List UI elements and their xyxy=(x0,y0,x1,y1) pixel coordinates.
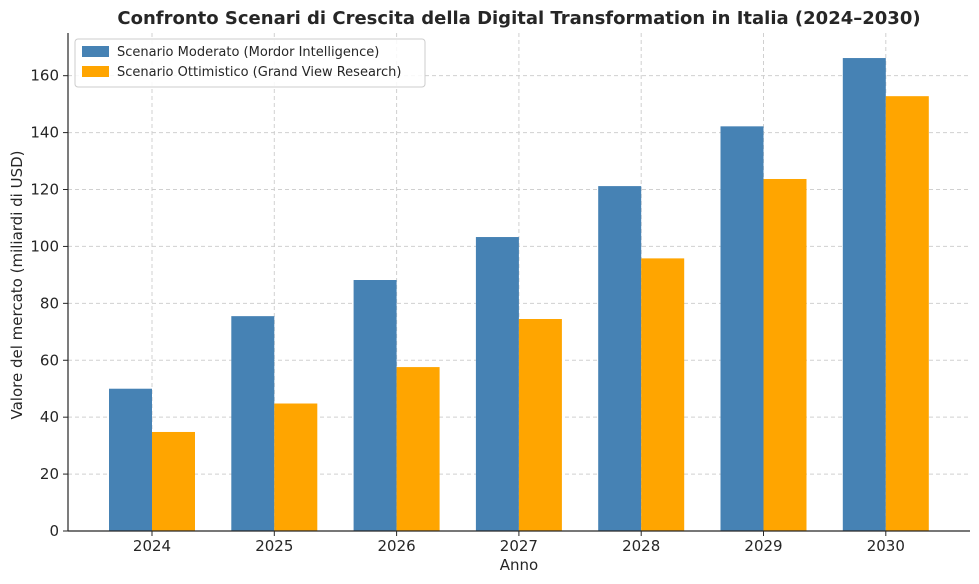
bar-moderato xyxy=(842,58,886,531)
x-tick-label: 2027 xyxy=(500,537,538,555)
x-axis-label: Anno xyxy=(500,556,538,574)
bar-ottimistico xyxy=(152,431,195,531)
y-tick-label: 60 xyxy=(40,351,59,369)
x-tick-label: 2025 xyxy=(255,537,293,555)
y-tick-label: 0 xyxy=(49,522,59,540)
y-tick-label: 80 xyxy=(40,294,59,312)
x-tick-label: 2028 xyxy=(622,537,660,555)
legend-swatch xyxy=(82,46,109,57)
x-tick-label: 2024 xyxy=(133,537,171,555)
x-tick-label: 2030 xyxy=(867,537,905,555)
y-tick-label: 20 xyxy=(40,465,59,483)
legend-swatch xyxy=(82,66,109,77)
bar-ottimistico xyxy=(885,96,929,531)
bar-moderato xyxy=(353,280,397,531)
chart-title: Confronto Scenari di Crescita della Digi… xyxy=(117,8,920,29)
bar-ottimistico xyxy=(518,318,562,531)
bar-moderato xyxy=(475,237,519,531)
bar-ottimistico xyxy=(641,258,685,531)
y-tick-label: 120 xyxy=(30,181,59,199)
bars-layer xyxy=(109,58,929,532)
bar-moderato xyxy=(231,316,275,531)
y-tick-label: 100 xyxy=(30,237,59,255)
y-tick-label: 160 xyxy=(30,67,59,85)
bar-moderato xyxy=(720,126,764,532)
y-axis-label: Valore del mercato (miliardi di USD) xyxy=(8,151,26,420)
bar-moderato xyxy=(598,186,642,531)
y-tick-label: 140 xyxy=(30,124,59,142)
axes-layer: 0 20 40 60 80 100 120 140 160 2024 2025 2026 2027 202… xyxy=(30,33,970,555)
legend-entry: Scenario Moderato (Mordor Intelligence) xyxy=(117,45,379,60)
legend-box xyxy=(74,38,426,88)
bar-ottimistico xyxy=(763,178,807,531)
legend: Scenario Moderato (Mordor Intelligence) S… xyxy=(74,38,426,88)
bar-ottimistico xyxy=(274,403,318,531)
y-tick-label: 40 xyxy=(40,408,59,426)
x-tick-label: 2026 xyxy=(378,537,416,555)
x-tick-label: 2029 xyxy=(744,537,782,555)
bar-ottimistico xyxy=(396,367,440,531)
legend-entry: Scenario Ottimistico (Grand View Researc… xyxy=(117,65,401,80)
bar-moderato xyxy=(109,388,152,531)
